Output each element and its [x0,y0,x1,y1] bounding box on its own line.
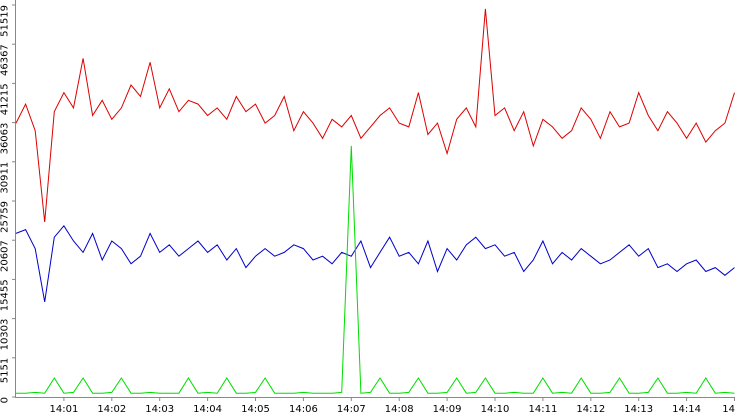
x-tick-label: 14:14 [672,404,701,415]
x-tick-label: 14:10 [481,404,510,415]
y-tick-label: 51519 [0,5,10,37]
y-tick-label: 10303 [0,319,10,351]
y-tick-label: 41215 [0,83,10,115]
y-tick-label: 46367 [0,44,10,76]
x-tick-label: 14:13 [624,404,653,415]
series-line [15,224,735,302]
x-tick-label: 14:01 [49,404,78,415]
x-tick-label: 14:06 [289,404,318,415]
y-tick-label: 25759 [0,201,10,233]
x-tick-label: 14:05 [241,404,270,415]
series-line [15,8,735,223]
y-tick-label: 30911 [0,162,10,194]
y-tick-label: 0 [0,397,10,403]
x-tick-label: 14:09 [433,404,462,415]
y-tick-label: 5151 [0,358,10,383]
x-tick-label: 14:02 [97,404,126,415]
y-tick-label: 15455 [0,279,10,311]
x-tick-label: 14:07 [337,404,366,415]
series-line [16,145,735,394]
x-tick-label: 14:12 [576,404,605,415]
y-tick-label: 20607 [0,240,10,272]
x-tick-label: 14:11 [528,404,557,415]
y-tick-label: 36063 [0,123,10,155]
x-tick-label: 14:03 [145,404,174,415]
x-tick-label: 14:04 [193,404,222,415]
x-tick-label: 14:08 [385,404,414,415]
x-tick-label: 14 [722,404,735,415]
